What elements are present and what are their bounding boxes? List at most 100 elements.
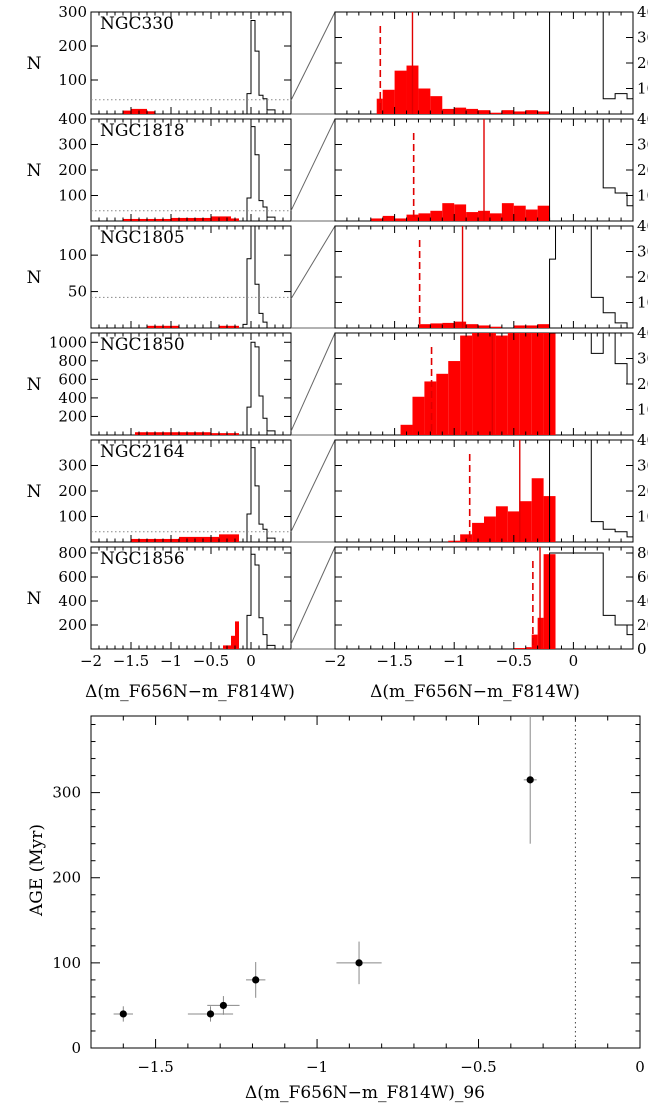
right-y-tick-label: 600 — [637, 568, 648, 586]
left-red-bar — [211, 433, 239, 435]
age-y-tick-label: 200 — [52, 869, 81, 887]
age-data-point — [206, 1010, 215, 1018]
right-red-bar — [537, 111, 550, 114]
left-x-tick-label: −2 — [80, 652, 102, 670]
left-panel-frame — [90, 225, 292, 329]
left-y-axis-label: N — [27, 375, 42, 395]
right-red-bar — [472, 333, 484, 435]
age-data-point — [119, 1010, 127, 1018]
left-red-bar — [171, 217, 211, 221]
zoom-connector-top — [290, 118, 336, 212]
left-y-tick-label: 200 — [58, 37, 87, 55]
right-black-histogram — [549, 439, 634, 542]
left-y-tick-label: 600 — [58, 568, 87, 586]
right-x-axis-label: Δ(m_F656N−m_F814W) — [370, 682, 580, 702]
right-red-bar — [531, 333, 544, 435]
right-y-tick-label: 300 — [637, 457, 648, 475]
right-red-bar — [484, 333, 496, 435]
right-red-bar — [495, 506, 508, 542]
right-red-bar — [466, 324, 479, 328]
right-y-tick-label: 100 — [637, 294, 648, 312]
right-red-bar — [549, 554, 556, 649]
left-panel-ngc1805: 50 100 NGC1805 N — [27, 225, 292, 329]
left-y-axis-label: N — [27, 161, 42, 181]
right-y-tick-label: 400 — [637, 217, 648, 235]
right-red-bar — [418, 213, 431, 221]
right-red-bar — [525, 647, 532, 649]
right-red-bar — [382, 215, 395, 221]
age-data-point — [355, 959, 363, 967]
right-y-tick-label: 400 — [637, 592, 648, 610]
right-red-bar — [382, 89, 395, 114]
right-red-bar — [442, 108, 455, 114]
left-x-axis-label: Δ(m_F656N−m_F814W) — [85, 682, 295, 702]
age-y-axis-label: AGE (Myr) — [27, 824, 47, 917]
left-y-tick-label: 200 — [58, 161, 87, 179]
left-black-histogram — [246, 341, 276, 435]
left-y-tick-label: 200 — [58, 616, 87, 634]
left-y-tick-label: 300 — [58, 457, 87, 475]
right-red-bar — [394, 218, 407, 221]
left-y-tick-label: 50 — [68, 283, 87, 301]
right-panel-ngc2164: 100 200 300 400 — [334, 431, 648, 543]
right-red-bar — [531, 478, 544, 542]
left-y-axis-label: N — [27, 482, 42, 502]
right-red-bar — [406, 214, 419, 221]
left-y-tick-label: 600 — [58, 370, 87, 388]
left-black-histogram — [246, 447, 276, 542]
right-panel-ngc1856: 0 200 400 600 800 — [334, 544, 648, 658]
right-red-bar — [430, 323, 443, 328]
right-red-bar — [466, 212, 479, 221]
left-panel-frame — [90, 11, 292, 115]
left-y-axis-label: N — [27, 268, 42, 288]
right-y-tick-label: 400 — [637, 110, 648, 128]
left-y-tick-label: 200 — [58, 482, 87, 500]
age-x-tick-label: −0.5 — [460, 1058, 496, 1076]
zoom-connector-lines — [290, 11, 336, 650]
right-red-bar — [418, 88, 431, 114]
age-data-point — [526, 776, 534, 784]
right-y-tick-label: 200 — [637, 268, 648, 286]
left-panel-frame — [90, 546, 292, 650]
right-x-tick-label: −0.5 — [496, 652, 532, 670]
zoom-connector-top — [290, 225, 336, 300]
right-y-tick-label: 400 — [637, 431, 648, 449]
right-y-tick-label: 100 — [637, 187, 648, 205]
left-red-bar — [219, 534, 239, 542]
right-red-bar — [519, 333, 532, 435]
right-panel-ngc1850: 100 200 300 400 — [334, 324, 648, 436]
cluster-name: NGC330 — [100, 14, 174, 34]
right-red-bar — [430, 96, 443, 114]
right-y-tick-label: 200 — [637, 375, 648, 393]
right-red-bar — [513, 325, 526, 328]
left-x-tick-label: −0.5 — [193, 652, 229, 670]
right-red-bar — [525, 209, 538, 221]
age-y-tick-label: 300 — [52, 784, 81, 802]
left-y-axis-label: N — [27, 54, 42, 74]
left-x-tick-label: −1 — [160, 652, 182, 670]
right-red-bar — [418, 324, 431, 328]
right-red-bar — [454, 204, 467, 221]
right-black-histogram — [549, 332, 634, 435]
left-black-histogram — [242, 225, 268, 328]
age-x-axis-label: Δ(m_F656N−m_F814W)_96 — [245, 1083, 485, 1103]
left-panel-ngc2164: 100 200 300 NGC2164 N — [27, 439, 292, 543]
right-red-bar — [513, 205, 526, 221]
left-y-tick-label: 300 — [58, 136, 87, 154]
left-y-axis-label: N — [27, 589, 42, 609]
right-red-bar — [543, 554, 550, 649]
right-panel-frame — [334, 225, 634, 329]
left-red-bar — [235, 621, 239, 649]
zoom-connector-top — [290, 546, 336, 645]
right-red-bar — [537, 324, 550, 328]
right-red-bar — [442, 203, 455, 221]
left-red-bar — [219, 325, 239, 328]
left-red-bar — [179, 536, 219, 542]
right-red-bar — [525, 325, 538, 328]
left-y-tick-label: 100 — [58, 508, 87, 526]
right-red-bar — [370, 218, 383, 221]
left-y-tick-label: 400 — [58, 110, 87, 128]
right-panel-frame — [334, 546, 634, 650]
age-data-point — [219, 1001, 228, 1010]
right-red-bar — [513, 111, 526, 114]
